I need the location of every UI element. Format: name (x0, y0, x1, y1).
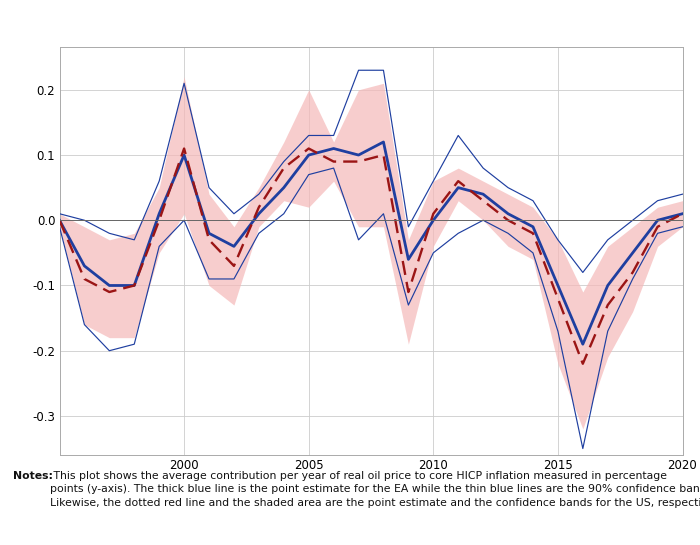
Text: This plot shows the average contribution per year of real oil price to core HICP: This plot shows the average contribution… (50, 471, 700, 508)
Text: Figure 2: Oil price contribution to core inflation: Figure 2: Oil price contribution to core… (9, 12, 352, 27)
Text: Notes:: Notes: (13, 471, 52, 481)
